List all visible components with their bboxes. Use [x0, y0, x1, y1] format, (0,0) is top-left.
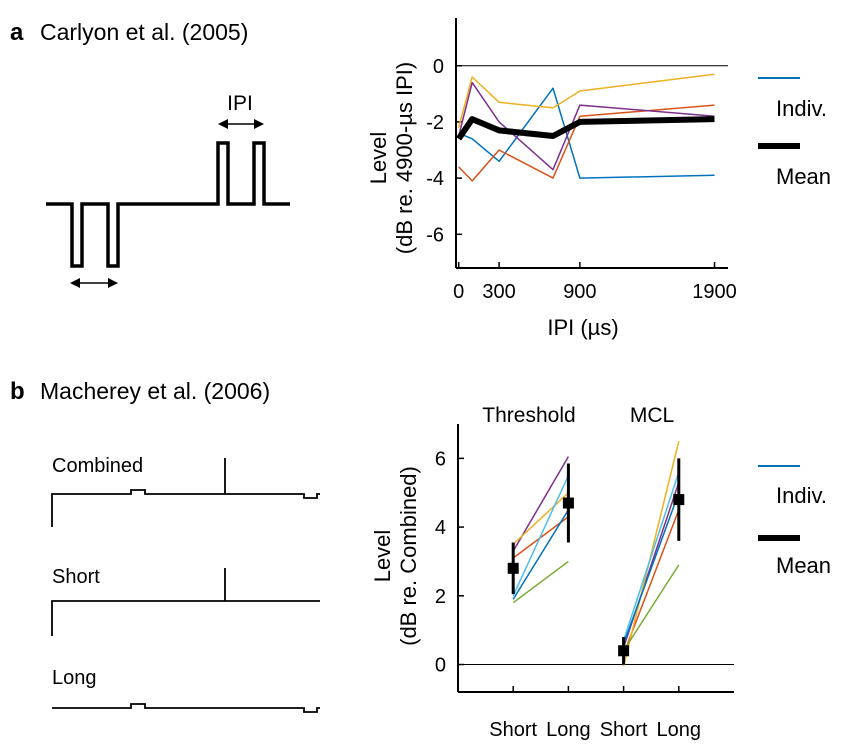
pulse-train-diagram	[46, 119, 290, 288]
chart-a-xlabel: IPI (µs)	[547, 315, 618, 340]
chart-b-individual-line-mcl-cyan	[622, 471, 680, 641]
chart-b-individual-line-threshold-yellow	[512, 492, 569, 545]
chart-b-ylabel: Level (dB re. Combined)	[370, 466, 421, 646]
chart-a-individual-line-blue	[458, 87, 715, 179]
chart-b-ytick-label: 4	[435, 517, 446, 539]
chart-b-ytick-label: 0	[435, 655, 446, 677]
chart-b-xtick-label: Long	[546, 719, 591, 741]
chart-b-mean-marker-mcl	[673, 494, 685, 506]
chart-a-legend: Indiv. Mean	[758, 77, 831, 189]
stimulus-label-combined: Combined	[52, 455, 143, 477]
group-label-mcl: MCL	[630, 404, 674, 427]
chart-b-individual-line-mcl-green	[622, 564, 680, 652]
legend-a-indiv-label: Indiv.	[776, 96, 827, 121]
chart-a-individual-line-orange	[458, 104, 715, 182]
ipi-diagram-label: IPI	[227, 92, 253, 115]
chart-a: 0 -2 -4 -6 0 300 900 1900	[426, 18, 737, 303]
chart-b-individual-line-threshold-cyan	[512, 475, 570, 597]
chart-b-individual-line-mcl-yellow	[622, 441, 680, 667]
stimulus-waveform-long	[52, 703, 320, 713]
chart-b-individual-line-threshold-green	[512, 560, 569, 604]
stimulus-label-short: Short	[52, 566, 100, 588]
chart-b-legend: Indiv. Mean	[758, 465, 831, 578]
chart-b-individual-line-mcl-blue	[622, 492, 680, 645]
chart-b-ylabel-line1: Level	[370, 530, 395, 583]
pulse-train-waveform	[46, 141, 290, 268]
panel-a-citation: Carlyon et al. (2005)	[40, 19, 248, 45]
stimulus-label-long: Long	[52, 667, 97, 689]
chart-a-xtick-label: 0	[453, 281, 464, 303]
chart-b-mean-marker-threshold	[507, 562, 519, 574]
legend-b-indiv-label: Indiv.	[776, 483, 827, 508]
chart-a-ytick-label: 0	[433, 56, 444, 78]
panel-a-letter: a	[10, 19, 24, 46]
chart-a-xtick-label: 300	[482, 281, 515, 303]
chart-b-ytick-label: 2	[435, 586, 446, 608]
legend-a-mean-label: Mean	[776, 164, 831, 189]
chart-b: 0 2 4 6 Short Long Short Long	[435, 424, 734, 741]
chart-a-individual-line-yellow	[457, 73, 715, 128]
chart-a-ytick-label: -2	[426, 112, 444, 134]
stimulus-waveform-short	[51, 568, 320, 636]
panel-b-letter: b	[10, 378, 25, 405]
chart-a-ytick-label: -4	[426, 168, 444, 190]
ipi-arrowhead-top-right	[254, 119, 264, 129]
chart-a-ylabel-line2: (dB re. 4900-µs IPI)	[392, 62, 417, 254]
ipi-arrowhead-top-left	[218, 119, 228, 129]
chart-b-mean-marker-threshold	[562, 497, 574, 509]
ipi-arrowhead-bottom-left	[70, 278, 80, 288]
chart-a-ytick-label: -6	[426, 224, 444, 246]
chart-b-ylabel-line2: (dB re. Combined)	[396, 466, 421, 646]
chart-b-individual-line-threshold-blue	[512, 509, 570, 600]
chart-a-individual-line-purple	[457, 81, 715, 171]
chart-a-mean-line	[456, 116, 715, 141]
chart-b-xtick-label: Short	[600, 719, 648, 741]
panel-b-citation: Macherey et al. (2006)	[40, 378, 270, 404]
chart-a-ylabel: Level (dB re. 4900-µs IPI)	[366, 62, 417, 254]
chart-b-xtick-label: Long	[657, 719, 702, 741]
chart-b-ytick-label: 6	[435, 448, 446, 470]
chart-a-ylabel-line1: Level	[366, 132, 391, 185]
group-label-threshold: Threshold	[482, 404, 575, 427]
stimulus-waveform-combined	[51, 458, 320, 527]
chart-b-xtick-label: Short	[489, 719, 537, 741]
ipi-arrowhead-bottom-right	[108, 278, 118, 288]
chart-a-xtick-label: 900	[563, 281, 596, 303]
chart-b-mean-marker-mcl	[618, 645, 630, 657]
legend-b-mean-label: Mean	[776, 553, 831, 578]
chart-a-xtick-label: 1900	[692, 281, 737, 303]
